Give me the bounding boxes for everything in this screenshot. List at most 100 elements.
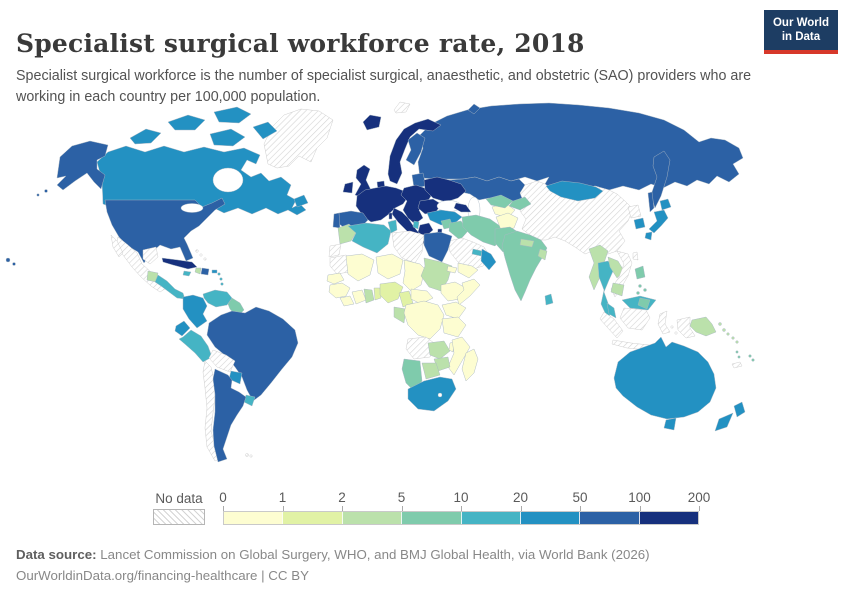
map-region-bahamas[interactable] xyxy=(203,257,207,261)
map-region-tunisia[interactable] xyxy=(387,219,398,234)
map-region-cambodia[interactable] xyxy=(610,282,625,297)
map-region-botswana[interactable] xyxy=(421,362,441,380)
map-region-canada[interactable] xyxy=(213,106,252,124)
map-region-haiti[interactable] xyxy=(194,267,202,275)
map-region-angola[interactable] xyxy=(405,336,435,360)
map-region-papua-new-guinea[interactable] xyxy=(718,322,722,326)
map-region-vanuatu[interactable] xyxy=(737,355,741,359)
map-region-colombia[interactable] xyxy=(182,294,208,329)
map-region-russia[interactable] xyxy=(650,150,671,209)
map-region-algeria[interactable] xyxy=(347,222,392,254)
map-region-niger[interactable] xyxy=(375,253,404,280)
map-region-ireland[interactable] xyxy=(342,181,354,194)
map-region-new-caledonia[interactable] xyxy=(731,361,743,369)
map-region-philippines[interactable] xyxy=(643,288,647,292)
map-region-russia[interactable] xyxy=(647,191,655,213)
map-region-south-korea[interactable] xyxy=(633,217,646,230)
map-region-puerto-rico[interactable] xyxy=(211,269,218,274)
map-region-caucasus[interactable] xyxy=(453,202,472,213)
map-region-usa[interactable] xyxy=(56,140,109,191)
map-region-mozambique[interactable] xyxy=(447,336,471,376)
map-region-ghana[interactable] xyxy=(363,288,375,304)
map-region-usa[interactable] xyxy=(12,262,16,266)
map-region-turkey[interactable] xyxy=(426,209,463,226)
map-region-iceland[interactable] xyxy=(362,114,382,131)
map-region-cuba[interactable] xyxy=(161,257,198,270)
map-region-solomon-islands[interactable] xyxy=(731,336,735,340)
map-region-canada[interactable] xyxy=(129,128,162,145)
map-region-taiwan[interactable] xyxy=(632,251,639,261)
map-region-south-africa[interactable] xyxy=(407,376,457,412)
map-region-bahamas[interactable] xyxy=(195,249,199,253)
map-region-madagascar[interactable] xyxy=(461,348,479,382)
legend-bin[interactable] xyxy=(519,512,580,524)
map-region-western-sahara[interactable] xyxy=(328,243,342,258)
legend-bin[interactable] xyxy=(579,512,639,524)
legend-bin[interactable] xyxy=(638,512,698,524)
map-region-japan[interactable] xyxy=(659,198,672,211)
map-region-indonesia[interactable] xyxy=(657,310,671,335)
map-region-ecuador[interactable] xyxy=(174,320,191,337)
map-region-central-america[interactable] xyxy=(154,274,186,300)
map-region-new-zealand[interactable] xyxy=(714,412,734,432)
map-region-falklands[interactable] xyxy=(249,454,253,458)
map-region-new-zealand[interactable] xyxy=(733,401,746,418)
map-region-philippines[interactable] xyxy=(636,291,640,295)
map-region-north-korea[interactable] xyxy=(627,204,642,219)
map-region-bahamas[interactable] xyxy=(199,253,203,257)
map-region-canada[interactable] xyxy=(252,121,278,140)
map-region-ivory-coast[interactable] xyxy=(351,289,367,305)
map-region-papua-new-guinea[interactable] xyxy=(722,328,726,332)
map-region-japan[interactable] xyxy=(648,209,669,234)
map-region-mongolia[interactable] xyxy=(545,180,604,202)
map-region-togo-benin[interactable] xyxy=(373,287,382,301)
map-region-vanuatu[interactable] xyxy=(735,350,739,354)
map-region-lesser-antilles[interactable] xyxy=(217,272,221,276)
map-region-gabon-congo[interactable] xyxy=(393,306,407,324)
map-region-ukraine[interactable] xyxy=(423,176,467,203)
map-region-tanzania[interactable] xyxy=(441,316,467,338)
map-region-mali[interactable] xyxy=(345,253,375,282)
map-region-nepal[interactable] xyxy=(519,238,535,248)
map-region-egypt[interactable] xyxy=(423,231,453,263)
map-region-nigeria[interactable] xyxy=(379,281,404,304)
map-region-albania[interactable] xyxy=(412,220,420,230)
map-region-argentina[interactable] xyxy=(212,368,247,463)
map-region-somalia[interactable] xyxy=(456,278,481,306)
map-region-indonesia[interactable] xyxy=(676,316,696,339)
map-region-uae[interactable] xyxy=(471,248,483,257)
map-region-canada[interactable] xyxy=(167,114,206,131)
map-region-usa[interactable] xyxy=(5,257,11,263)
map-region-bangladesh[interactable] xyxy=(537,248,548,261)
map-region-indonesia[interactable] xyxy=(619,307,651,331)
map-region-usa[interactable] xyxy=(44,189,48,193)
map-region-sri-lanka[interactable] xyxy=(544,293,554,306)
map-region-russia[interactable] xyxy=(417,102,744,191)
map-region-uganda-kenya[interactable] xyxy=(441,301,467,320)
map-region-india[interactable] xyxy=(501,230,548,302)
owid-logo[interactable]: Our World in Data xyxy=(763,10,838,54)
map-region-indonesia[interactable] xyxy=(670,325,674,329)
legend-no-data-swatch[interactable] xyxy=(153,509,205,525)
map-region-afghanistan[interactable] xyxy=(495,212,519,231)
map-region-central-african-republic[interactable] xyxy=(410,288,434,305)
map-region-fiji[interactable] xyxy=(751,358,755,362)
map-region-usa[interactable] xyxy=(36,193,40,197)
map-region-philippines[interactable] xyxy=(634,265,646,280)
map-region-philippines[interactable] xyxy=(637,297,651,310)
map-region-portugal[interactable] xyxy=(332,212,341,229)
footer-link[interactable]: OurWorldinData.org/financing-healthcare xyxy=(16,568,258,583)
map-region-eritrea[interactable] xyxy=(446,265,458,274)
map-region-australia[interactable] xyxy=(663,417,677,431)
map-region-solomon-islands[interactable] xyxy=(726,332,730,336)
map-region-russia[interactable] xyxy=(467,103,481,115)
map-region-peru[interactable] xyxy=(178,329,213,363)
map-region-svalbard[interactable] xyxy=(393,101,411,114)
map-region-oman[interactable] xyxy=(480,248,497,271)
map-region-zambia[interactable] xyxy=(427,340,451,360)
map-region-uzbekistan[interactable] xyxy=(485,194,514,209)
legend-bin[interactable] xyxy=(341,512,402,524)
map-region-philippines[interactable] xyxy=(638,284,642,288)
map-region-falklands[interactable] xyxy=(245,453,249,457)
map-region-indonesia[interactable] xyxy=(599,311,624,339)
